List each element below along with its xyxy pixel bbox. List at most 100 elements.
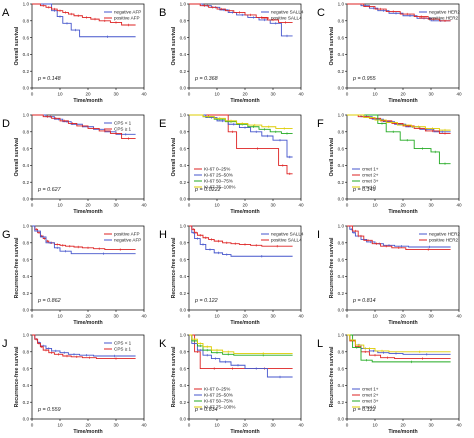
y-axis-label: Recurrence-free survival [329,237,335,298]
y-tick-label: 0.0 [180,417,187,422]
x-tick-label: 0 [31,92,34,97]
legend-label: negative HER2 [429,232,460,237]
y-tick-label: 0.0 [338,308,345,313]
y-axis-label: Overall survival [329,26,335,65]
x-tick-label: 0 [346,92,349,97]
p-value-text: p = 0.955 [352,76,377,82]
x-tick-label: 20 [242,423,248,428]
y-tick-label: 0.2 [23,291,30,296]
y-tick-label: 1.0 [180,333,187,338]
y-tick-label: 0.2 [180,69,187,74]
y-tick-label: 0.0 [338,417,345,422]
legend-label: Ki-67 50–75% [204,179,233,184]
y-tick-label: 0.6 [338,146,345,151]
x-axis-label: Time/month [73,429,102,435]
x-tick-label: 0 [188,314,191,319]
legend-label: Ki-67 75–100% [204,405,235,410]
x-axis-label: Time/month [230,320,259,326]
survival-curve [32,3,136,38]
survival-curve [189,3,293,23]
p-value-text: p = 0.0222 [194,187,221,193]
y-tick-label: 0.4 [180,383,187,388]
x-tick-label: 40 [141,314,147,319]
x-tick-label: 0 [346,314,349,319]
y-tick-label: 0.8 [338,241,345,246]
x-tick-label: 10 [372,423,378,428]
p-value-text: p = 0.634 [194,407,218,413]
x-tick-label: 40 [141,92,147,97]
legend-label: negative AFP [114,10,141,15]
x-tick-label: 30 [270,314,276,319]
x-tick-label: 30 [428,203,434,208]
legend-label: positive SALL4 [271,238,302,243]
x-tick-label: 0 [188,423,191,428]
x-tick-label: 30 [428,314,434,319]
panel-letter: E [159,118,166,130]
x-tick-label: 30 [113,314,119,319]
survival-curve [347,114,451,131]
y-tick-label: 0.0 [180,197,187,202]
x-tick-label: 10 [372,314,378,319]
y-tick-label: 0.6 [180,366,187,371]
y-tick-label: 0.6 [23,35,30,40]
x-axis-label: Time/month [230,98,259,104]
y-tick-label: 0.6 [338,257,345,262]
panel-letter: C [317,7,325,19]
y-tick-label: 0.8 [338,19,345,24]
panel-l: L 0.0 0.2 0.4 0.6 0.8 1.0 0 10 20 30 40 Time/month Re… [317,333,462,435]
y-tick-label: 0.2 [180,180,187,185]
legend-label: cmet 0 [362,185,376,190]
x-tick-label: 40 [456,314,462,319]
y-tick-label: 1.0 [23,2,30,7]
legend-label: positive AFP [114,232,140,237]
y-tick-label: 0.8 [180,130,187,135]
y-tick-label: 1.0 [180,224,187,229]
legend-label: Ki-67 0–25% [204,387,230,392]
legend-label: negative AFP [114,238,141,243]
legend-label: cmet 2+ [362,393,379,398]
panel-k: K 0.0 0.2 0.4 0.6 0.8 1.0 0 10 20 30 40 Time/month Re… [159,333,304,435]
x-tick-label: 0 [188,203,191,208]
y-tick-label: 0.4 [338,274,345,279]
panel-e: E 0.0 0.2 0.4 0.6 0.8 1.0 0 10 20 30 40 Time/month Ov… [159,113,304,215]
x-tick-label: 10 [214,92,220,97]
survival-curve [189,3,293,37]
y-tick-label: 0.0 [338,86,345,91]
x-tick-label: 30 [270,92,276,97]
p-value-text: p = 0.814 [352,298,376,304]
y-tick-label: 0.4 [338,163,345,168]
panel-i: I 0.0 0.2 0.4 0.6 0.8 1.0 0 10 20 30 40 Time/month Re… [317,224,462,326]
panel-letter: I [317,229,320,241]
y-tick-label: 0.2 [23,69,30,74]
y-tick-label: 0.2 [180,400,187,405]
y-tick-label: 0.8 [338,350,345,355]
y-tick-label: 0.6 [338,35,345,40]
x-tick-label: 10 [214,203,220,208]
x-axis-label: Time/month [230,209,259,215]
legend-label: negative SALL4 [271,10,304,15]
x-tick-label: 10 [57,203,63,208]
p-value-text: p = 0.148 [37,76,61,82]
y-tick-label: 0.6 [180,257,187,262]
x-axis-label: Time/month [230,429,259,435]
x-tick-label: 40 [141,203,147,208]
x-tick-label: 10 [372,203,378,208]
y-tick-label: 0.0 [180,86,187,91]
y-tick-label: 0.4 [23,52,30,57]
y-axis-label: Overall survival [14,26,20,65]
y-tick-label: 0.4 [23,163,30,168]
y-tick-label: 0.0 [23,197,30,202]
x-tick-label: 30 [113,203,119,208]
p-value-text: p = 0.862 [37,298,61,304]
panel-j: J 0.0 0.2 0.4 0.6 0.8 1.0 0 10 20 30 40 Time/month Re… [2,333,147,435]
p-value-text: p = 0.559 [37,407,61,413]
x-tick-label: 20 [242,92,248,97]
survival-curve [189,225,293,247]
x-axis-label: Time/month [73,320,102,326]
y-tick-label: 0.6 [180,35,187,40]
legend-label: CPS < 1 [114,121,132,126]
x-tick-label: 20 [242,314,248,319]
y-tick-label: 0.4 [23,383,30,388]
y-axis-label: Overall survival [14,137,20,176]
